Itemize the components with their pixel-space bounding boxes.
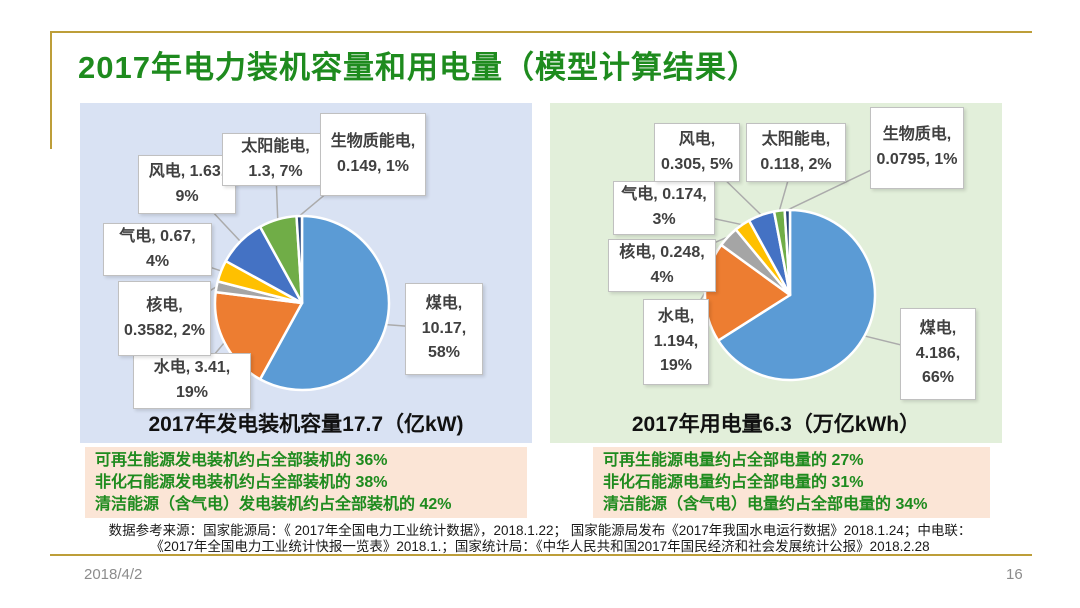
pie-slice-煤电 bbox=[716, 208, 877, 382]
consumption-chart-title: 2017年用电量6.3（万亿kWh） bbox=[631, 413, 921, 436]
pie-slice-生物质能电 bbox=[295, 214, 304, 305]
summary-line: 非化石能源电量约占全部电量的 31% bbox=[603, 474, 864, 491]
gold-divider-bottom bbox=[50, 554, 1032, 556]
summary-line: 清洁能源（含气电）电量约占全部电量的 34% bbox=[603, 496, 928, 513]
pie-label-风电: 风电, 1.63, 9% bbox=[138, 155, 236, 214]
summary-line: 可再生能源电量约占全部电量的 27% bbox=[603, 452, 864, 469]
pie-label-生物质能电: 生物质能电, 0.149, 1% bbox=[320, 113, 426, 196]
page-title: 2017年电力装机容量和用电量（模型计算结果） bbox=[78, 50, 759, 85]
capacity-pie-chart bbox=[157, 153, 445, 392]
capacity-summary-box: 可再生能源发电装机约占全部装机的 36% 非化石能源发电装机约占全部装机的 38… bbox=[85, 447, 527, 518]
pie-label-气电: 气电, 0.67, 4% bbox=[103, 223, 212, 276]
capacity-chart-title: 2017年发电装机容量17.7（亿kW) bbox=[148, 413, 464, 436]
source-line-1: 数据参考来源：国家能源局：《 2017年全国电力工业统计数据》，2018.1.2… bbox=[108, 523, 972, 538]
pie-slice-生物质电 bbox=[783, 208, 792, 297]
pie-label-太阳能电: 太阳能电, 0.118, 2% bbox=[746, 123, 846, 182]
summary-line: 可再生能源发电装机约占全部装机的 36% bbox=[95, 452, 388, 469]
pie-label-煤电: 煤电, 4.186, 66% bbox=[900, 308, 976, 400]
pie-label-水电: 水电, 1.194, 19% bbox=[643, 299, 709, 385]
pie-label-生物质电: 生物质电, 0.0795, 1% bbox=[870, 107, 964, 189]
gold-divider-top bbox=[50, 31, 1032, 33]
pie-label-风电: 风电, 0.305, 5% bbox=[654, 123, 740, 182]
pie-slice-煤电 bbox=[258, 214, 391, 392]
source-line-2: 《2017年全国电力工业统计快报一览表》2018.1.；国家统计局：《中华人民共… bbox=[150, 539, 930, 554]
consumption-pie-chart bbox=[661, 147, 939, 382]
capacity-pie-panel: 煤电, 10.17, 58% 水电, 3.41, 19% 核电, 0.3582, 2… bbox=[80, 103, 532, 443]
pie-label-太阳能电: 太阳能电, 1.3, 7% bbox=[222, 133, 329, 186]
consumption-pie-panel: 煤电, 4.186, 66% 水电, 1.194, 19% 核电, 0.248, 4… bbox=[550, 103, 1002, 443]
summary-line: 非化石能源发电装机约占全部装机的 38% bbox=[95, 474, 388, 491]
pie-label-核电: 核电, 0.248, 4% bbox=[608, 239, 716, 292]
data-source-note: 数据参考来源：国家能源局：《 2017年全国电力工业统计数据》，2018.1.2… bbox=[60, 523, 1020, 555]
pie-label-煤电: 煤电, 10.17, 58% bbox=[405, 283, 483, 375]
pie-label-气电: 气电, 0.174, 3% bbox=[613, 181, 715, 235]
consumption-summary-box: 可再生能源电量约占全部电量的 27% 非化石能源电量约占全部电量的 31% 清洁… bbox=[593, 447, 990, 518]
pie-label-核电: 核电, 0.3582, 2% bbox=[118, 281, 211, 356]
gold-divider-left bbox=[50, 31, 52, 149]
summary-line: 清洁能源（含气电）发电装机约占全部装机的 42% bbox=[95, 496, 452, 513]
slide-date: 2018/4/2 bbox=[84, 566, 143, 583]
pie-slice-水电 bbox=[703, 243, 792, 342]
pie-label-水电: 水电, 3.41, 19% bbox=[133, 353, 251, 409]
page-number: 16 bbox=[1006, 566, 1023, 583]
